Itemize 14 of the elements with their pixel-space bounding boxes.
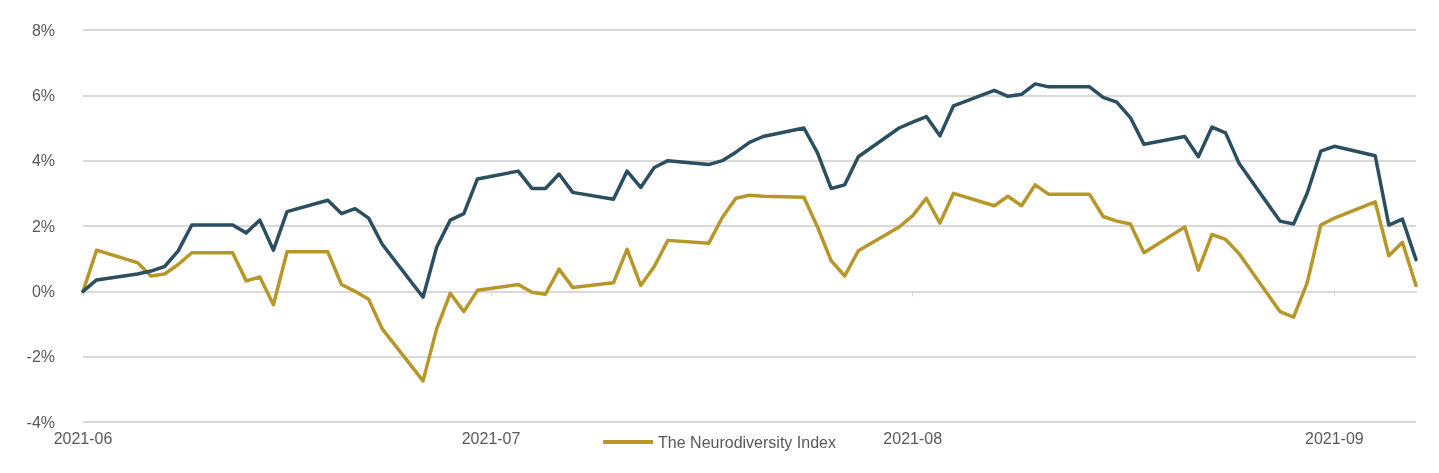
line-series xyxy=(81,183,1418,383)
y-tick-label: -4% xyxy=(26,413,55,431)
y-tick-label: -2% xyxy=(26,348,55,366)
x-tick-label: 2021-07 xyxy=(461,429,521,447)
y-tick-label: 8% xyxy=(31,21,55,39)
x-tick-label: 2021-08 xyxy=(883,429,943,447)
legend-label: The Neurodiversity Index xyxy=(658,433,836,451)
y-tick-label: 2% xyxy=(31,217,55,235)
x-tick-label: 2021-09 xyxy=(1305,429,1364,447)
line-series xyxy=(81,82,1418,299)
y-tick-label: 4% xyxy=(31,152,55,170)
y-tick-label: 6% xyxy=(31,86,55,104)
y-tick-label: 0% xyxy=(31,282,55,300)
x-tick-label: 2021-06 xyxy=(53,429,113,447)
